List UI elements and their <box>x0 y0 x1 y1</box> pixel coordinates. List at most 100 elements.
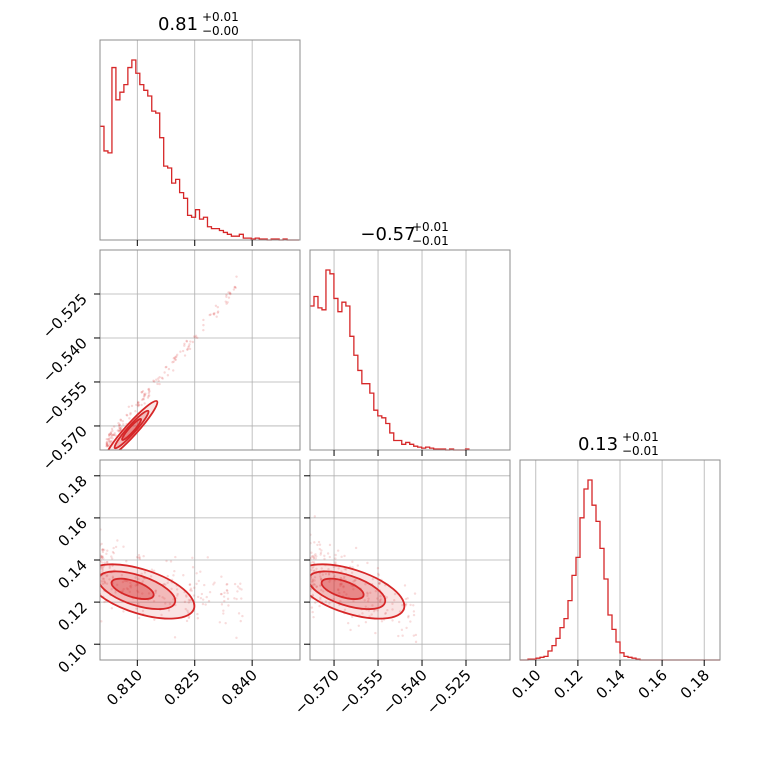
scatter-point <box>239 582 242 585</box>
scatter-point <box>196 612 199 616</box>
scatter-point <box>320 577 323 581</box>
panel-title-2: 0.13 <box>578 434 618 455</box>
scatter-point <box>224 621 227 625</box>
scatter-point <box>186 609 189 612</box>
scatter-point <box>366 591 369 594</box>
scatter-p1-p0 <box>105 275 238 450</box>
scatter-point <box>122 423 125 426</box>
scatter-point <box>311 555 314 558</box>
scatter-point <box>340 583 343 586</box>
scatter-point <box>166 374 170 377</box>
scatter-point <box>110 440 113 443</box>
scatter-point <box>407 616 410 619</box>
scatter-point <box>101 570 104 573</box>
scatter-point <box>312 570 316 573</box>
scatter-point <box>233 286 236 289</box>
scatter-point <box>376 609 379 612</box>
tick-label: 0.18 <box>677 666 713 702</box>
scatter-point <box>108 440 111 444</box>
scatter-point <box>332 565 335 568</box>
scatter-point <box>129 411 132 415</box>
scatter-point <box>366 561 369 565</box>
scatter-point <box>120 573 124 577</box>
scatter-point <box>183 344 186 347</box>
scatter-point <box>354 546 358 550</box>
scatter-point <box>106 438 109 441</box>
scatter-point <box>172 574 175 577</box>
scatter-point <box>110 607 114 610</box>
scatter-point <box>318 604 321 608</box>
scatter-point <box>233 597 236 600</box>
scatter-point <box>101 568 104 572</box>
scatter-point <box>110 433 113 436</box>
contours-p2-p1 <box>310 563 406 620</box>
scatter-point <box>108 437 111 440</box>
scatter-point <box>311 580 315 583</box>
scatter-point <box>143 393 147 397</box>
scatter-point <box>380 620 384 623</box>
scatter-point <box>109 441 113 444</box>
scatter-point <box>100 556 104 559</box>
scatter-point <box>118 426 121 430</box>
scatter-point <box>141 397 145 401</box>
scatter-point <box>110 587 113 591</box>
scatter-point <box>167 367 171 371</box>
scatter-point <box>226 591 229 595</box>
tick-label: −0.525 <box>423 666 475 718</box>
scatter-point <box>226 597 230 601</box>
scatter-point <box>106 444 110 447</box>
scatter-point <box>318 547 321 551</box>
scatter-point <box>173 636 177 639</box>
scatter-point <box>147 388 150 391</box>
scatter-point <box>409 603 412 607</box>
contour-level <box>100 563 196 620</box>
scatter-point <box>154 589 157 593</box>
scatter-point <box>162 582 166 586</box>
scatter-point <box>152 569 156 572</box>
scatter-point <box>315 585 318 588</box>
scatter-point <box>154 589 158 592</box>
scatter-point <box>157 379 160 383</box>
scatter-point <box>236 590 239 593</box>
scatter-point <box>125 414 129 417</box>
scatter-point <box>227 296 231 299</box>
scatter-point <box>354 578 357 582</box>
scatter-point <box>194 334 198 337</box>
scatter-point <box>173 569 176 573</box>
scatter-point <box>312 615 315 619</box>
scatter-point <box>225 295 228 298</box>
scatter-point <box>108 564 112 568</box>
scatter-point <box>216 305 220 309</box>
scatter-point <box>315 555 318 558</box>
scatter-point <box>342 585 345 589</box>
tick-label: 0.14 <box>592 666 628 702</box>
scatter-point <box>156 382 159 386</box>
scatter-point <box>105 442 109 445</box>
scatter-point <box>142 395 146 398</box>
tick-label: −0.540 <box>39 334 91 386</box>
scatter-point <box>128 417 131 420</box>
scatter-point <box>105 442 109 446</box>
scatter-point <box>186 347 189 351</box>
tick-label: −0.555 <box>335 666 387 718</box>
scatter-point <box>127 588 130 591</box>
scatter-point <box>129 581 132 585</box>
scatter-point <box>108 433 111 436</box>
scatter-point <box>216 310 220 313</box>
scatter-point <box>196 595 200 599</box>
scatter-point <box>137 602 140 605</box>
tick-label: −0.525 <box>39 290 91 342</box>
scatter-point <box>140 391 143 394</box>
histogram-0 <box>100 59 300 241</box>
scatter-point <box>164 366 167 369</box>
scatter-point <box>319 598 322 601</box>
scatter-point <box>212 312 215 316</box>
scatter-point <box>213 312 216 315</box>
scatter-point <box>233 582 237 586</box>
scatter-point <box>202 328 205 332</box>
scatter-point <box>167 609 171 612</box>
scatter-point <box>137 553 141 557</box>
scatter-point <box>161 596 164 599</box>
scatter-point <box>102 577 106 581</box>
scatter-point <box>363 599 366 602</box>
